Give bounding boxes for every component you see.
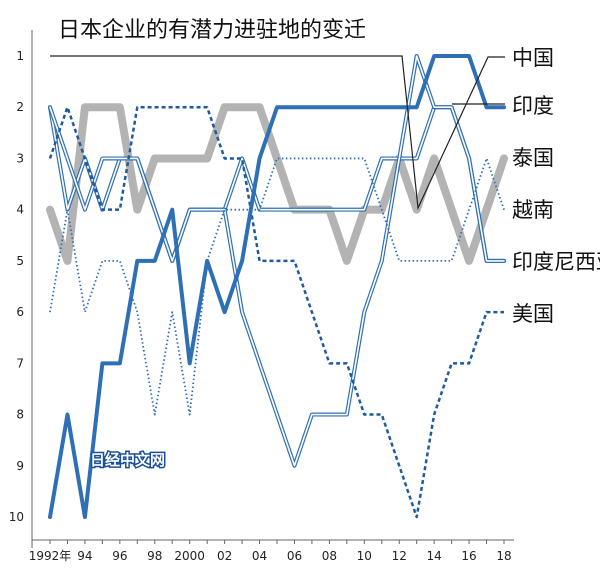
x-tick-label: 18 — [496, 549, 511, 563]
x-tick-label: 16 — [461, 549, 476, 563]
x-tick-label: 14 — [427, 549, 442, 563]
x-tick-label: 04 — [252, 549, 267, 563]
legend-label-泰国: 泰国 — [512, 146, 554, 170]
y-tick-label: 4 — [16, 203, 24, 217]
y-tick-label: 3 — [16, 151, 24, 165]
series-美国 — [48, 105, 504, 519]
series-泰国 — [46, 103, 508, 265]
series-line — [46, 103, 508, 265]
legend-label-中国: 中国 — [512, 46, 554, 70]
series-line — [48, 54, 506, 519]
x-tick-label: 10 — [357, 549, 372, 563]
series-印度 — [48, 54, 506, 468]
series-line — [48, 105, 504, 519]
y-tick-label: 6 — [16, 305, 24, 319]
legend-label-印度: 印度 — [512, 94, 554, 118]
series-中国 — [48, 54, 506, 519]
legend-leader-line — [50, 55, 505, 211]
x-tick-label: 12 — [392, 549, 407, 563]
legend-leader-lines — [50, 55, 505, 211]
y-tick-label: 5 — [16, 254, 24, 268]
x-tick-label: 06 — [287, 549, 302, 563]
y-tick-label: 7 — [16, 356, 24, 370]
x-tick-label: 08 — [322, 549, 337, 563]
watermark: 日经中文网 — [90, 451, 165, 469]
x-tick-label: 94 — [77, 549, 92, 563]
y-tick-label: 10 — [9, 510, 24, 524]
x-tick-label: 96 — [112, 549, 127, 563]
series-line — [49, 157, 505, 416]
y-tick-label: 1 — [16, 49, 24, 63]
legend-label-越南: 越南 — [512, 198, 554, 222]
x-tick-label: 1992年 — [29, 549, 72, 563]
chart-title: 日本企业的有潜力进驻地的变迁 — [58, 18, 366, 43]
legend-label-印度尼西亚: 印度尼西亚 — [512, 250, 600, 274]
series-layer — [46, 54, 508, 519]
x-tick-label: 2000 — [174, 549, 205, 563]
x-tick-label: 98 — [147, 549, 162, 563]
legend: 中国印度泰国越南印度尼西亚美国 — [512, 46, 600, 326]
series-line-inner — [49, 55, 505, 467]
x-tick-label: 02 — [217, 549, 232, 563]
series-越南 — [49, 157, 505, 416]
y-tick-label: 8 — [16, 408, 24, 422]
legend-label-美国: 美国 — [512, 302, 554, 326]
y-tick-label: 2 — [16, 100, 24, 114]
y-tick-label: 9 — [16, 459, 24, 473]
